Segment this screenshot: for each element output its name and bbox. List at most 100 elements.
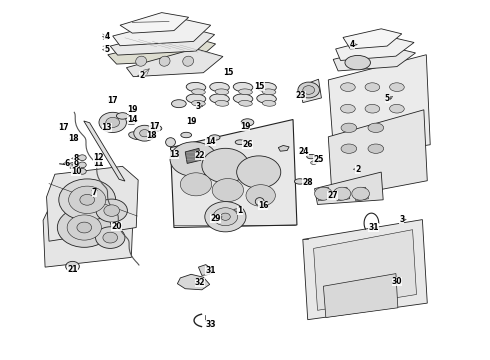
Circle shape <box>69 186 106 213</box>
Polygon shape <box>113 19 211 46</box>
Circle shape <box>106 117 120 127</box>
Polygon shape <box>333 46 416 71</box>
Text: 14: 14 <box>205 137 216 146</box>
Ellipse shape <box>341 144 357 153</box>
Circle shape <box>99 112 126 132</box>
Ellipse shape <box>368 144 384 153</box>
Ellipse shape <box>239 100 252 106</box>
Text: 6: 6 <box>65 159 70 168</box>
Text: 11: 11 <box>93 159 103 168</box>
Text: 3: 3 <box>399 215 404 224</box>
Polygon shape <box>108 36 216 64</box>
Text: 25: 25 <box>313 156 324 164</box>
Circle shape <box>78 168 86 174</box>
Polygon shape <box>336 36 414 60</box>
Text: 4: 4 <box>104 32 109 41</box>
Circle shape <box>80 194 95 205</box>
Circle shape <box>95 154 101 159</box>
Circle shape <box>67 215 101 240</box>
Circle shape <box>352 187 369 200</box>
Ellipse shape <box>159 56 170 66</box>
Ellipse shape <box>368 123 384 132</box>
Ellipse shape <box>255 198 264 206</box>
Text: 31: 31 <box>368 223 379 232</box>
Text: 24: 24 <box>298 147 309 156</box>
Circle shape <box>78 162 86 168</box>
Text: 1: 1 <box>238 206 243 215</box>
Text: 14: 14 <box>127 115 138 124</box>
Circle shape <box>298 82 319 98</box>
Ellipse shape <box>341 104 355 113</box>
Ellipse shape <box>172 100 186 108</box>
Ellipse shape <box>390 104 404 113</box>
Ellipse shape <box>186 94 206 103</box>
Polygon shape <box>315 172 383 204</box>
Text: 31: 31 <box>205 266 216 275</box>
Ellipse shape <box>192 100 205 106</box>
Ellipse shape <box>365 104 380 113</box>
Text: 28: 28 <box>302 178 313 187</box>
Text: 19: 19 <box>186 117 196 126</box>
Text: 4: 4 <box>350 40 355 49</box>
Circle shape <box>95 160 101 165</box>
Polygon shape <box>317 187 331 201</box>
Text: 19: 19 <box>127 105 138 114</box>
Text: 8: 8 <box>74 154 78 163</box>
Circle shape <box>104 205 120 216</box>
Ellipse shape <box>345 55 370 70</box>
Text: 30: 30 <box>392 277 402 287</box>
Circle shape <box>78 155 86 161</box>
Ellipse shape <box>262 89 276 95</box>
Ellipse shape <box>192 89 205 95</box>
Text: 17: 17 <box>107 96 118 105</box>
Text: 32: 32 <box>195 278 205 287</box>
Ellipse shape <box>210 94 229 103</box>
Ellipse shape <box>257 82 276 92</box>
Ellipse shape <box>166 138 175 147</box>
Ellipse shape <box>210 82 229 92</box>
Polygon shape <box>314 230 416 310</box>
Text: 2: 2 <box>140 71 145 80</box>
Polygon shape <box>47 166 138 241</box>
Ellipse shape <box>117 113 128 119</box>
Ellipse shape <box>294 179 305 184</box>
Ellipse shape <box>183 56 194 66</box>
Ellipse shape <box>365 83 380 91</box>
Ellipse shape <box>311 161 317 165</box>
Ellipse shape <box>136 56 147 66</box>
Circle shape <box>140 130 149 137</box>
Text: 19: 19 <box>240 122 250 131</box>
Ellipse shape <box>127 120 136 125</box>
Circle shape <box>103 232 118 243</box>
Polygon shape <box>354 187 368 201</box>
Polygon shape <box>300 79 321 103</box>
Text: 26: 26 <box>242 140 253 149</box>
Ellipse shape <box>233 94 253 103</box>
Polygon shape <box>278 145 289 151</box>
Ellipse shape <box>257 94 276 103</box>
Circle shape <box>315 187 332 200</box>
Circle shape <box>213 208 238 226</box>
Ellipse shape <box>241 119 254 126</box>
Ellipse shape <box>186 82 206 92</box>
Circle shape <box>202 148 249 183</box>
Circle shape <box>66 261 79 271</box>
Polygon shape <box>328 55 430 159</box>
Polygon shape <box>171 120 297 228</box>
Ellipse shape <box>215 89 229 95</box>
Polygon shape <box>185 148 201 163</box>
Text: 16: 16 <box>258 201 269 210</box>
Text: 9: 9 <box>74 161 78 170</box>
Circle shape <box>205 202 246 232</box>
Text: 2: 2 <box>355 165 360 174</box>
Circle shape <box>59 179 116 221</box>
Circle shape <box>303 86 315 94</box>
Circle shape <box>96 199 127 222</box>
Circle shape <box>212 179 244 202</box>
Text: 17: 17 <box>58 123 69 132</box>
Circle shape <box>96 227 125 248</box>
Circle shape <box>220 213 230 220</box>
Text: 5: 5 <box>385 94 390 103</box>
Polygon shape <box>343 29 402 49</box>
Text: 12: 12 <box>93 153 103 162</box>
